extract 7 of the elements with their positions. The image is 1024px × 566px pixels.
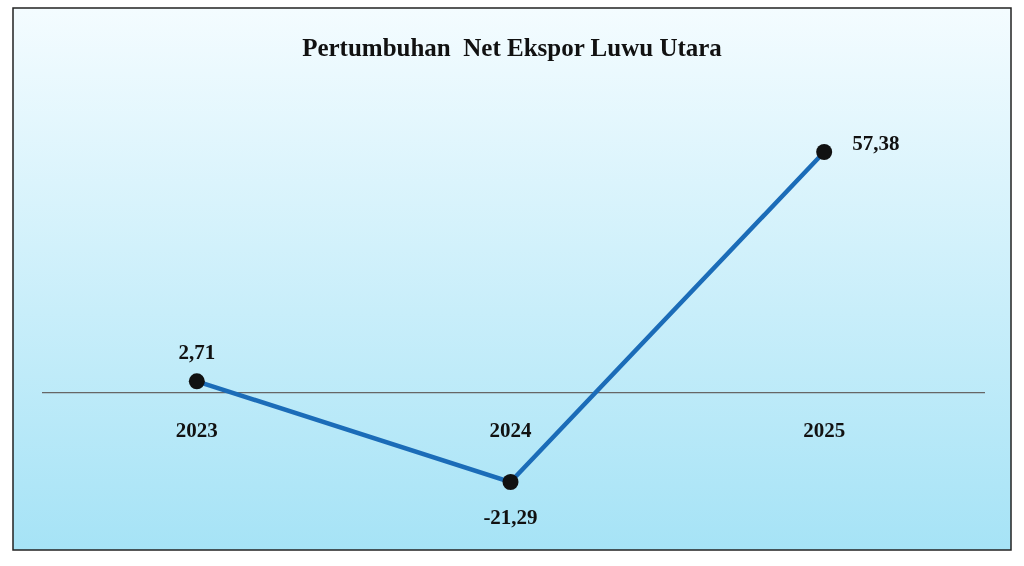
- x-tick-label: 2023: [175, 417, 218, 442]
- data-label: 57,38: [852, 131, 900, 155]
- chart-title: Pertumbuhan Net Ekspor Luwu Utara: [302, 34, 723, 61]
- data-label: 2,71: [178, 340, 216, 365]
- x-tick-label: 2024: [489, 417, 532, 442]
- x-tick-label: 2025: [803, 417, 846, 442]
- data-label: -21,29: [483, 505, 538, 529]
